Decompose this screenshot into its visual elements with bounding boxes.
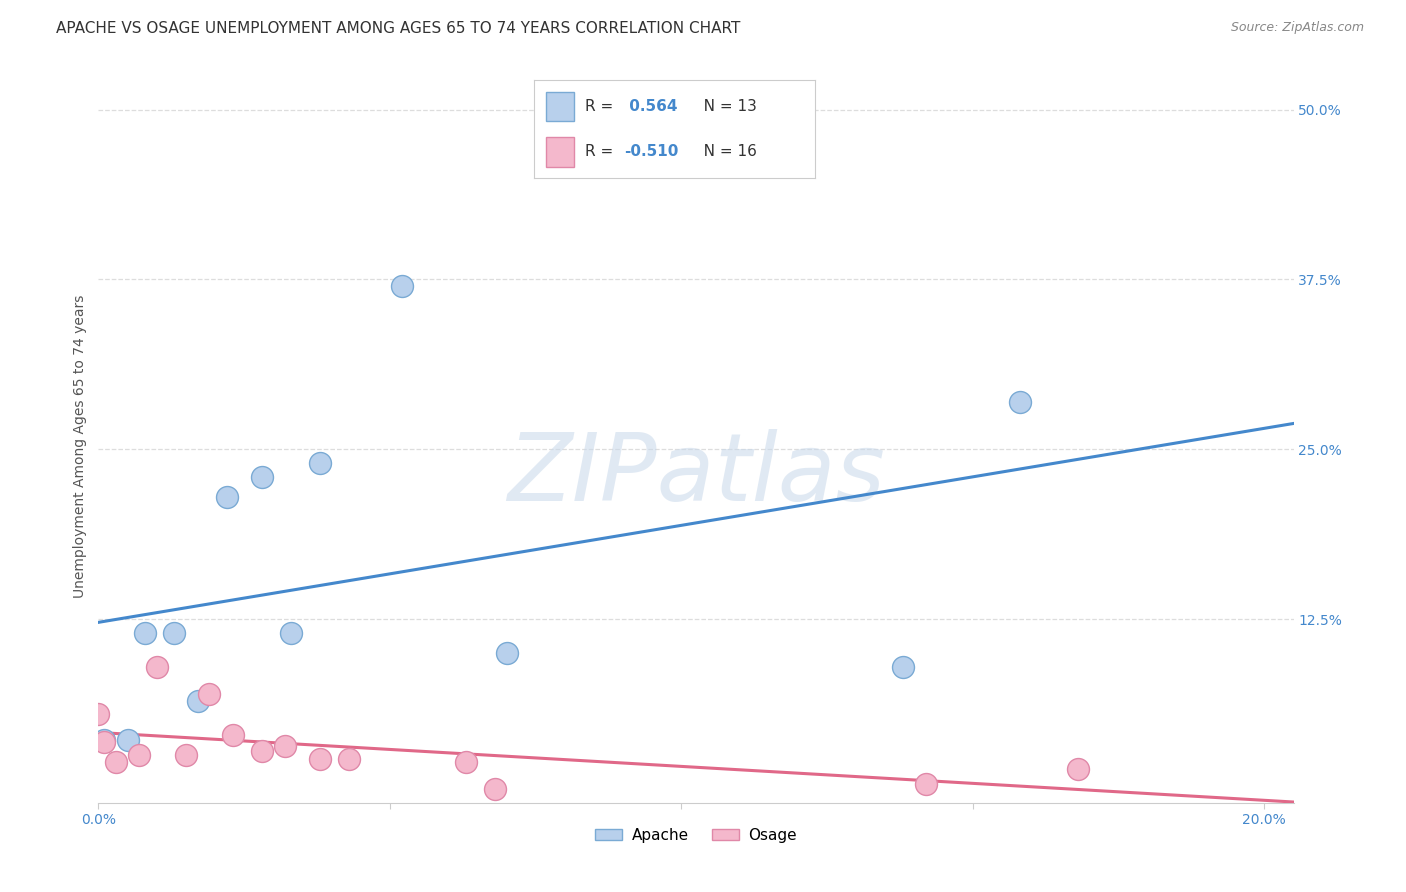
Y-axis label: Unemployment Among Ages 65 to 74 years: Unemployment Among Ages 65 to 74 years [73, 294, 87, 598]
Point [495, 646, 517, 660]
Legend: Apache, Osage: Apache, Osage [589, 822, 803, 848]
Point [1008, 394, 1031, 409]
Text: 0.564: 0.564 [624, 99, 678, 114]
Point [221, 728, 243, 742]
Text: Source: ZipAtlas.com: Source: ZipAtlas.com [1230, 21, 1364, 34]
Text: R =: R = [585, 145, 619, 160]
Point [215, 490, 238, 504]
Point [104, 755, 127, 769]
FancyBboxPatch shape [546, 92, 574, 121]
Point [87, 707, 110, 722]
Point [274, 739, 297, 753]
Point [250, 744, 273, 758]
Point [128, 748, 150, 763]
Point [891, 660, 914, 674]
Text: -0.510: -0.510 [624, 145, 679, 160]
Point [391, 279, 413, 293]
Point [454, 755, 477, 769]
Point [198, 687, 221, 701]
Text: N = 13: N = 13 [689, 99, 756, 114]
FancyBboxPatch shape [546, 137, 574, 167]
Text: ZIPatlas: ZIPatlas [508, 429, 884, 520]
Point [117, 733, 139, 747]
Point [163, 626, 186, 640]
Point [93, 733, 115, 747]
Point [145, 660, 167, 674]
Point [915, 777, 938, 791]
Text: N = 16: N = 16 [689, 145, 756, 160]
Text: R =: R = [585, 99, 619, 114]
Point [250, 469, 273, 483]
Point [93, 734, 115, 748]
Point [174, 748, 197, 763]
Point [134, 626, 156, 640]
Point [280, 626, 302, 640]
Point [309, 456, 332, 470]
Point [484, 782, 506, 797]
Point [309, 752, 332, 766]
Point [186, 694, 208, 708]
Text: APACHE VS OSAGE UNEMPLOYMENT AMONG AGES 65 TO 74 YEARS CORRELATION CHART: APACHE VS OSAGE UNEMPLOYMENT AMONG AGES … [56, 21, 741, 36]
Point [337, 752, 360, 766]
Point [1067, 762, 1090, 776]
